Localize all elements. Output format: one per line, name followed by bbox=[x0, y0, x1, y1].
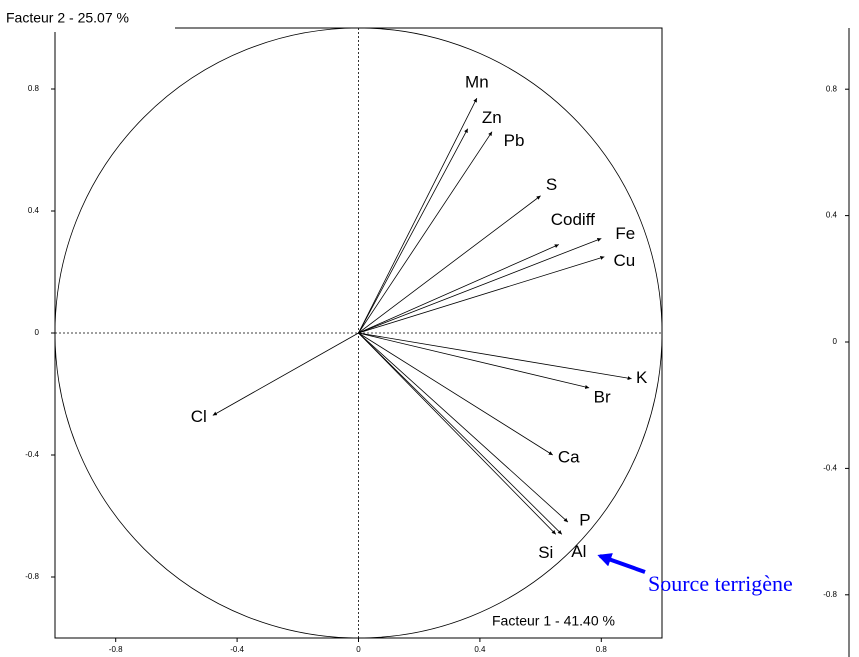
variable-label: Cu bbox=[613, 251, 635, 270]
loading-arrow bbox=[212, 332, 359, 416]
loading-arrow bbox=[358, 332, 553, 456]
variable-label: Fe bbox=[615, 224, 635, 243]
loading-arrow bbox=[358, 332, 563, 535]
annotation-arrow bbox=[597, 553, 646, 574]
annotation: Source terrigène bbox=[648, 571, 793, 596]
y-tick-label: -0.4 bbox=[823, 464, 837, 473]
y-tick-label: 0.8 bbox=[28, 84, 40, 93]
y-tick-label: 0.4 bbox=[28, 206, 40, 215]
loading-arrow bbox=[358, 332, 557, 535]
variable-label: K bbox=[636, 368, 648, 387]
variable-label: Zn bbox=[482, 108, 502, 127]
y-tick-label: 0.8 bbox=[826, 84, 838, 93]
variable-label: P bbox=[579, 511, 590, 530]
variable-label: Si bbox=[538, 543, 553, 562]
x-tick-label: 0.8 bbox=[596, 645, 608, 654]
loading-arrow bbox=[358, 97, 478, 334]
loading-arrow bbox=[358, 256, 605, 334]
x-tick-label: -0.8 bbox=[109, 645, 123, 654]
y-tick-label: 0 bbox=[833, 337, 838, 346]
loading-arrow bbox=[358, 238, 602, 334]
x-tick-label: -0.4 bbox=[230, 645, 244, 654]
variable-label: Cl bbox=[191, 407, 207, 426]
x-tick-label: 0 bbox=[356, 645, 361, 654]
variable-label: Al bbox=[571, 542, 586, 561]
loading-arrow bbox=[358, 332, 569, 523]
variable-label: S bbox=[546, 175, 557, 194]
loading-arrow bbox=[358, 332, 632, 381]
variable-label: Br bbox=[594, 387, 611, 406]
loading-arrow bbox=[358, 128, 469, 334]
y-tick-label: -0.4 bbox=[25, 450, 39, 459]
chart-title: Facteur 2 - 25.07 % bbox=[6, 10, 129, 26]
loading-arrow bbox=[358, 195, 541, 334]
variable-label: Mn bbox=[465, 73, 489, 92]
loading-arrow bbox=[358, 332, 590, 389]
loading-arrow bbox=[358, 244, 559, 334]
y-tick-label: -0.8 bbox=[823, 590, 837, 599]
x-axis-label: Facteur 1 - 41.40 % bbox=[492, 613, 615, 629]
loading-arrow bbox=[358, 131, 493, 334]
variable-label: Codiff bbox=[551, 210, 595, 229]
y-tick-label: -0.8 bbox=[25, 572, 39, 581]
variable-label: Pb bbox=[504, 131, 525, 150]
x-tick-label: 0.4 bbox=[474, 645, 486, 654]
variable-label: Ca bbox=[558, 447, 580, 466]
title-bg bbox=[0, 8, 175, 32]
y-tick-label: 0 bbox=[35, 328, 40, 337]
y-tick-label: 0.4 bbox=[826, 211, 838, 220]
